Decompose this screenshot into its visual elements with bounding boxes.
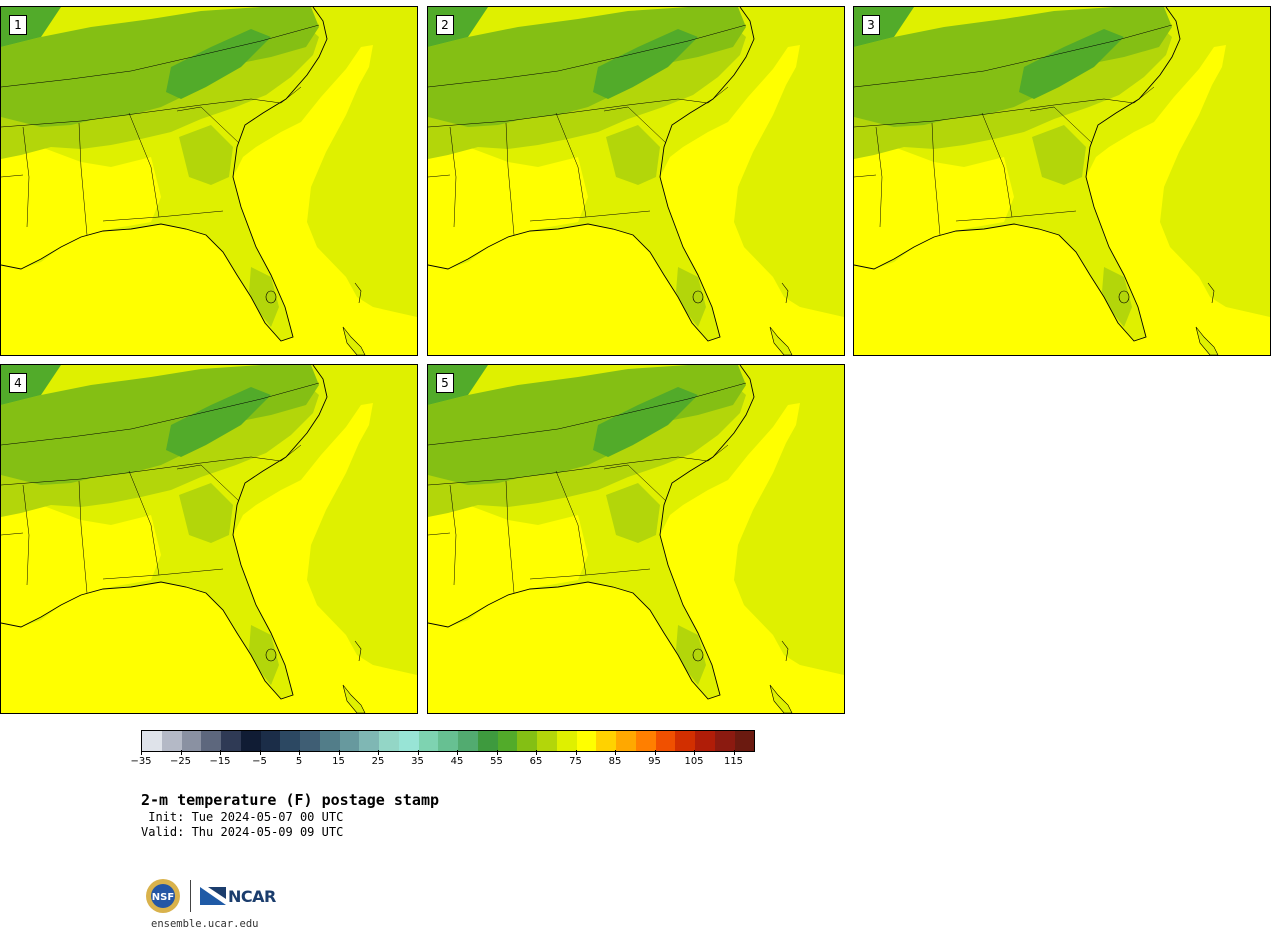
map-image — [1, 7, 417, 355]
colorbar-swatch — [734, 731, 755, 751]
colorbar-tick — [733, 750, 735, 755]
colorbar-swatch — [181, 731, 202, 751]
colorbar-swatch — [458, 731, 478, 751]
colorbar-tick-label: 105 — [684, 756, 704, 767]
colorbar-tick-label: 25 — [371, 756, 385, 767]
colorbar-swatch — [556, 731, 577, 751]
colorbar-swatch — [695, 731, 715, 751]
site-url: ensemble.ucar.edu — [151, 918, 259, 930]
map-image — [1, 365, 417, 713]
colorbar-swatch — [359, 731, 379, 751]
panel-number-label: 5 — [436, 373, 454, 393]
colorbar-swatch — [142, 731, 162, 751]
colorbar-tick — [654, 750, 656, 755]
colorbar-swatch — [438, 731, 458, 751]
colorbar-swatch — [714, 731, 735, 751]
colorbar-tick-label: 15 — [332, 756, 345, 767]
colorbar-swatch — [240, 731, 261, 751]
colorbar-tick-label: −25 — [169, 756, 192, 767]
colorbar-swatch — [616, 731, 636, 751]
map-image — [428, 365, 844, 713]
colorbar-swatch — [280, 731, 300, 751]
colorbar-swatch — [635, 731, 656, 751]
map-panel-1: 1 — [0, 6, 418, 356]
colorbar-swatch — [161, 731, 182, 751]
colorbar-tick-label: 55 — [490, 756, 503, 767]
logos: NSF NCAR — [145, 878, 276, 914]
colorbar-swatch — [221, 731, 241, 751]
colorbar-swatch — [201, 731, 221, 751]
colorbar-tick — [299, 750, 300, 755]
map-panel-4: 4 — [0, 364, 418, 714]
colorbar-swatch — [517, 731, 537, 751]
ncar-mark-icon — [200, 887, 226, 905]
colorbar-tick-label: 45 — [450, 756, 464, 767]
figure-title: 2-m temperature (F) postage stamp — [141, 791, 440, 809]
valid-time-line: Valid: Thu 2024-05-09 09 UTC — [141, 825, 344, 839]
colorbar-tick — [694, 750, 695, 755]
colorbar-tick — [180, 750, 182, 755]
map-panel-3: 3 — [853, 6, 1271, 356]
colorbar-tick — [417, 750, 419, 755]
colorbar-swatch — [576, 731, 597, 751]
colorbar-tick — [259, 750, 261, 755]
svg-text:NSF: NSF — [152, 892, 174, 903]
colorbar-swatch — [477, 731, 498, 751]
colorbar-tick-label: 115 — [723, 756, 744, 767]
ncar-logo-text: NCAR — [228, 886, 276, 906]
colorbar-tick-label: 75 — [569, 756, 582, 767]
colorbar-swatch — [596, 731, 616, 751]
logo-divider — [190, 880, 191, 912]
colorbar-tick-label: 85 — [608, 756, 622, 767]
map-image — [428, 7, 844, 355]
colorbar-swatch — [300, 731, 320, 751]
colorbar-tick — [220, 750, 221, 755]
colorbar-tick — [496, 750, 498, 755]
colorbar-tick-label: −35 — [130, 756, 152, 767]
colorbar-swatch — [418, 731, 439, 751]
colorbar-swatch — [339, 731, 360, 751]
colorbar-swatch — [537, 731, 557, 751]
colorbar-tick — [338, 750, 340, 755]
colorbar — [141, 730, 756, 752]
colorbar-swatch — [497, 731, 518, 751]
init-time-line: Init: Tue 2024-05-07 00 UTC — [141, 810, 344, 824]
colorbar-tick-label: 65 — [529, 756, 543, 767]
panel-number-label: 4 — [9, 373, 27, 393]
map-panel-2: 2 — [427, 6, 845, 356]
colorbar-tick — [457, 750, 458, 755]
colorbar-tick-label: 5 — [295, 756, 303, 767]
colorbar-swatch — [379, 731, 399, 751]
colorbar-ticks: −35 −25 −15 −5 5 15 25 35 45 55 65 75 85 95 105 115 — [130, 750, 757, 770]
colorbar-tick-label: 35 — [411, 756, 424, 767]
colorbar-swatch — [675, 731, 695, 751]
colorbar-tick — [141, 750, 142, 755]
colorbar-swatch — [260, 731, 281, 751]
map-panel-5: 5 — [427, 364, 845, 714]
panel-number-label: 3 — [862, 15, 880, 35]
colorbar-tick-label: −15 — [209, 756, 231, 767]
panel-number-label: 1 — [9, 15, 27, 35]
panel-number-label: 2 — [436, 15, 454, 35]
colorbar-swatch — [319, 731, 340, 751]
colorbar-tick — [575, 750, 577, 755]
colorbar-swatch — [655, 731, 676, 751]
colorbar-tick — [378, 750, 379, 755]
nsf-logo-icon: NSF — [146, 879, 180, 913]
colorbar-tick — [615, 750, 616, 755]
colorbar-tick-label: −5 — [252, 756, 267, 767]
colorbar-tick — [536, 750, 537, 755]
colorbar-swatch — [398, 731, 419, 751]
map-image — [854, 7, 1270, 355]
colorbar-tick-label: 95 — [648, 756, 661, 767]
